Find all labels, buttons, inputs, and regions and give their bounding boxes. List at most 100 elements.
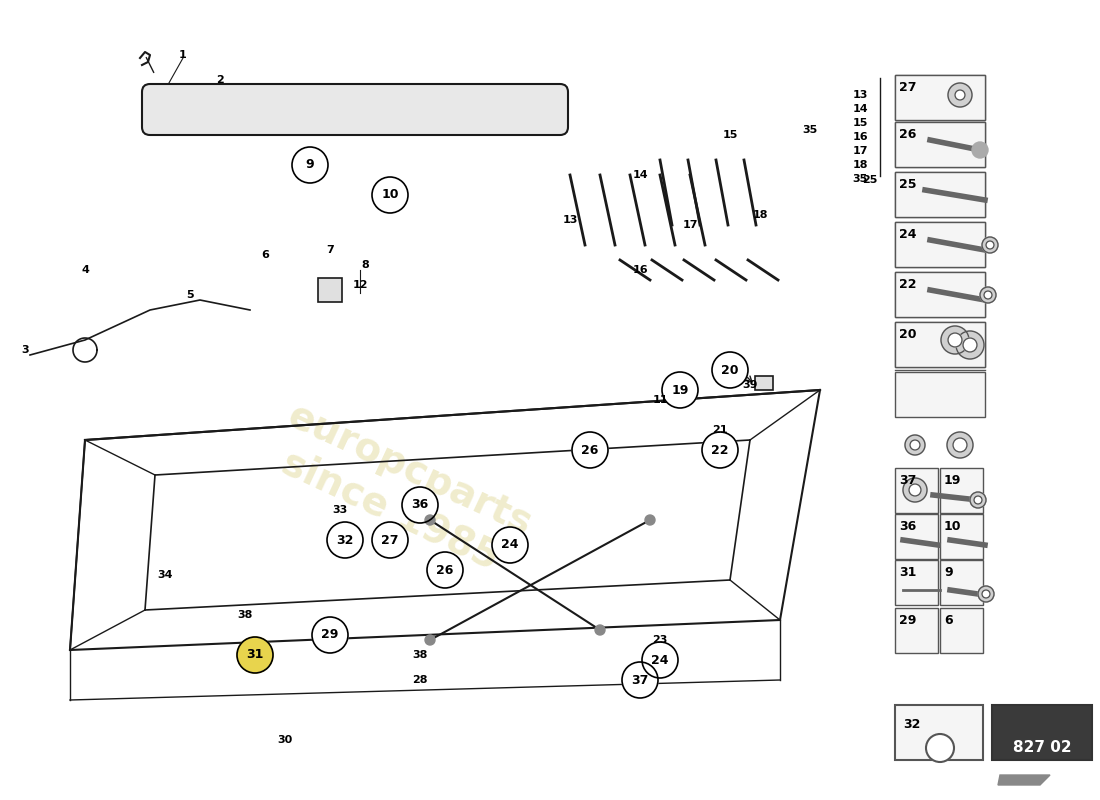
Text: 6: 6 xyxy=(944,614,953,627)
Text: europcparts
since 1985: europcparts since 1985 xyxy=(263,397,538,583)
Text: 14: 14 xyxy=(852,104,868,114)
Text: 31: 31 xyxy=(246,649,264,662)
Text: 14: 14 xyxy=(632,170,648,180)
Text: 19: 19 xyxy=(671,383,689,397)
Bar xyxy=(895,122,984,167)
Text: 20: 20 xyxy=(722,363,739,377)
Bar xyxy=(940,514,983,559)
Bar xyxy=(940,560,983,605)
Circle shape xyxy=(962,338,977,352)
Text: 21: 21 xyxy=(713,425,728,435)
Text: 31: 31 xyxy=(899,566,916,579)
Text: 16: 16 xyxy=(852,132,868,142)
Text: 29: 29 xyxy=(321,629,339,642)
Circle shape xyxy=(986,241,994,249)
Text: 11: 11 xyxy=(652,395,668,405)
Text: 5: 5 xyxy=(186,290,194,300)
FancyBboxPatch shape xyxy=(142,84,568,135)
Bar xyxy=(318,278,342,302)
Polygon shape xyxy=(998,775,1050,785)
Circle shape xyxy=(662,372,698,408)
Text: 1: 1 xyxy=(179,50,187,60)
Bar xyxy=(940,608,983,653)
Bar xyxy=(895,705,983,760)
Text: 35: 35 xyxy=(802,125,817,135)
Text: 36: 36 xyxy=(411,498,429,511)
Text: 26: 26 xyxy=(437,563,453,577)
Circle shape xyxy=(932,740,948,756)
Circle shape xyxy=(903,478,927,502)
Bar xyxy=(895,322,984,367)
Circle shape xyxy=(402,487,438,523)
Text: 7: 7 xyxy=(326,245,334,255)
Text: 22: 22 xyxy=(712,443,728,457)
Circle shape xyxy=(492,527,528,563)
Text: 24: 24 xyxy=(502,538,519,551)
Circle shape xyxy=(955,90,965,100)
Text: 6: 6 xyxy=(261,250,268,260)
Text: 37: 37 xyxy=(631,674,649,686)
Bar xyxy=(895,560,938,605)
Text: 36: 36 xyxy=(899,520,916,533)
Circle shape xyxy=(312,617,348,653)
Text: 4: 4 xyxy=(81,265,89,275)
Circle shape xyxy=(372,522,408,558)
Circle shape xyxy=(595,625,605,635)
Text: 19: 19 xyxy=(944,474,961,487)
Circle shape xyxy=(909,484,921,496)
Text: 22: 22 xyxy=(899,278,916,291)
Circle shape xyxy=(984,291,992,299)
Circle shape xyxy=(982,590,990,598)
Circle shape xyxy=(972,142,988,158)
Text: 15: 15 xyxy=(723,130,738,140)
Text: 27: 27 xyxy=(382,534,398,546)
Text: 26: 26 xyxy=(899,128,916,141)
Text: 27: 27 xyxy=(899,81,916,94)
Circle shape xyxy=(970,492,986,508)
Text: 10: 10 xyxy=(382,189,398,202)
Circle shape xyxy=(978,586,994,602)
Text: 9: 9 xyxy=(306,158,315,171)
Bar xyxy=(895,172,984,217)
Circle shape xyxy=(621,662,658,698)
Circle shape xyxy=(947,432,974,458)
Circle shape xyxy=(982,237,998,253)
Text: 34: 34 xyxy=(157,570,173,580)
Bar xyxy=(895,468,938,513)
Text: 827 02: 827 02 xyxy=(1013,741,1071,755)
Circle shape xyxy=(645,515,654,525)
Circle shape xyxy=(702,432,738,468)
Circle shape xyxy=(327,522,363,558)
Circle shape xyxy=(642,642,678,678)
Text: 2: 2 xyxy=(216,75,224,85)
Bar xyxy=(895,122,984,167)
Circle shape xyxy=(372,177,408,213)
Text: 29: 29 xyxy=(899,614,916,627)
Circle shape xyxy=(292,147,328,183)
Text: 38: 38 xyxy=(238,610,253,620)
Text: 25: 25 xyxy=(862,175,878,185)
Text: 15: 15 xyxy=(852,118,868,128)
Circle shape xyxy=(572,432,608,468)
Text: 37: 37 xyxy=(899,474,916,487)
Circle shape xyxy=(926,734,954,762)
Bar xyxy=(895,222,984,267)
Text: 13: 13 xyxy=(852,90,868,100)
Text: 3: 3 xyxy=(21,345,29,355)
Text: 28: 28 xyxy=(412,675,428,685)
Text: 35: 35 xyxy=(852,174,868,184)
Text: 32: 32 xyxy=(903,718,921,731)
Circle shape xyxy=(948,83,972,107)
Text: 33: 33 xyxy=(332,505,348,515)
Text: 38: 38 xyxy=(412,650,428,660)
Text: 18: 18 xyxy=(852,160,868,170)
Text: 30: 30 xyxy=(277,735,293,745)
Text: 12: 12 xyxy=(352,280,367,290)
Text: 17: 17 xyxy=(852,146,868,156)
Circle shape xyxy=(910,440,920,450)
Bar xyxy=(895,608,938,653)
Bar xyxy=(895,272,984,317)
Circle shape xyxy=(974,496,982,504)
Text: 13: 13 xyxy=(562,215,578,225)
Bar xyxy=(895,272,984,317)
